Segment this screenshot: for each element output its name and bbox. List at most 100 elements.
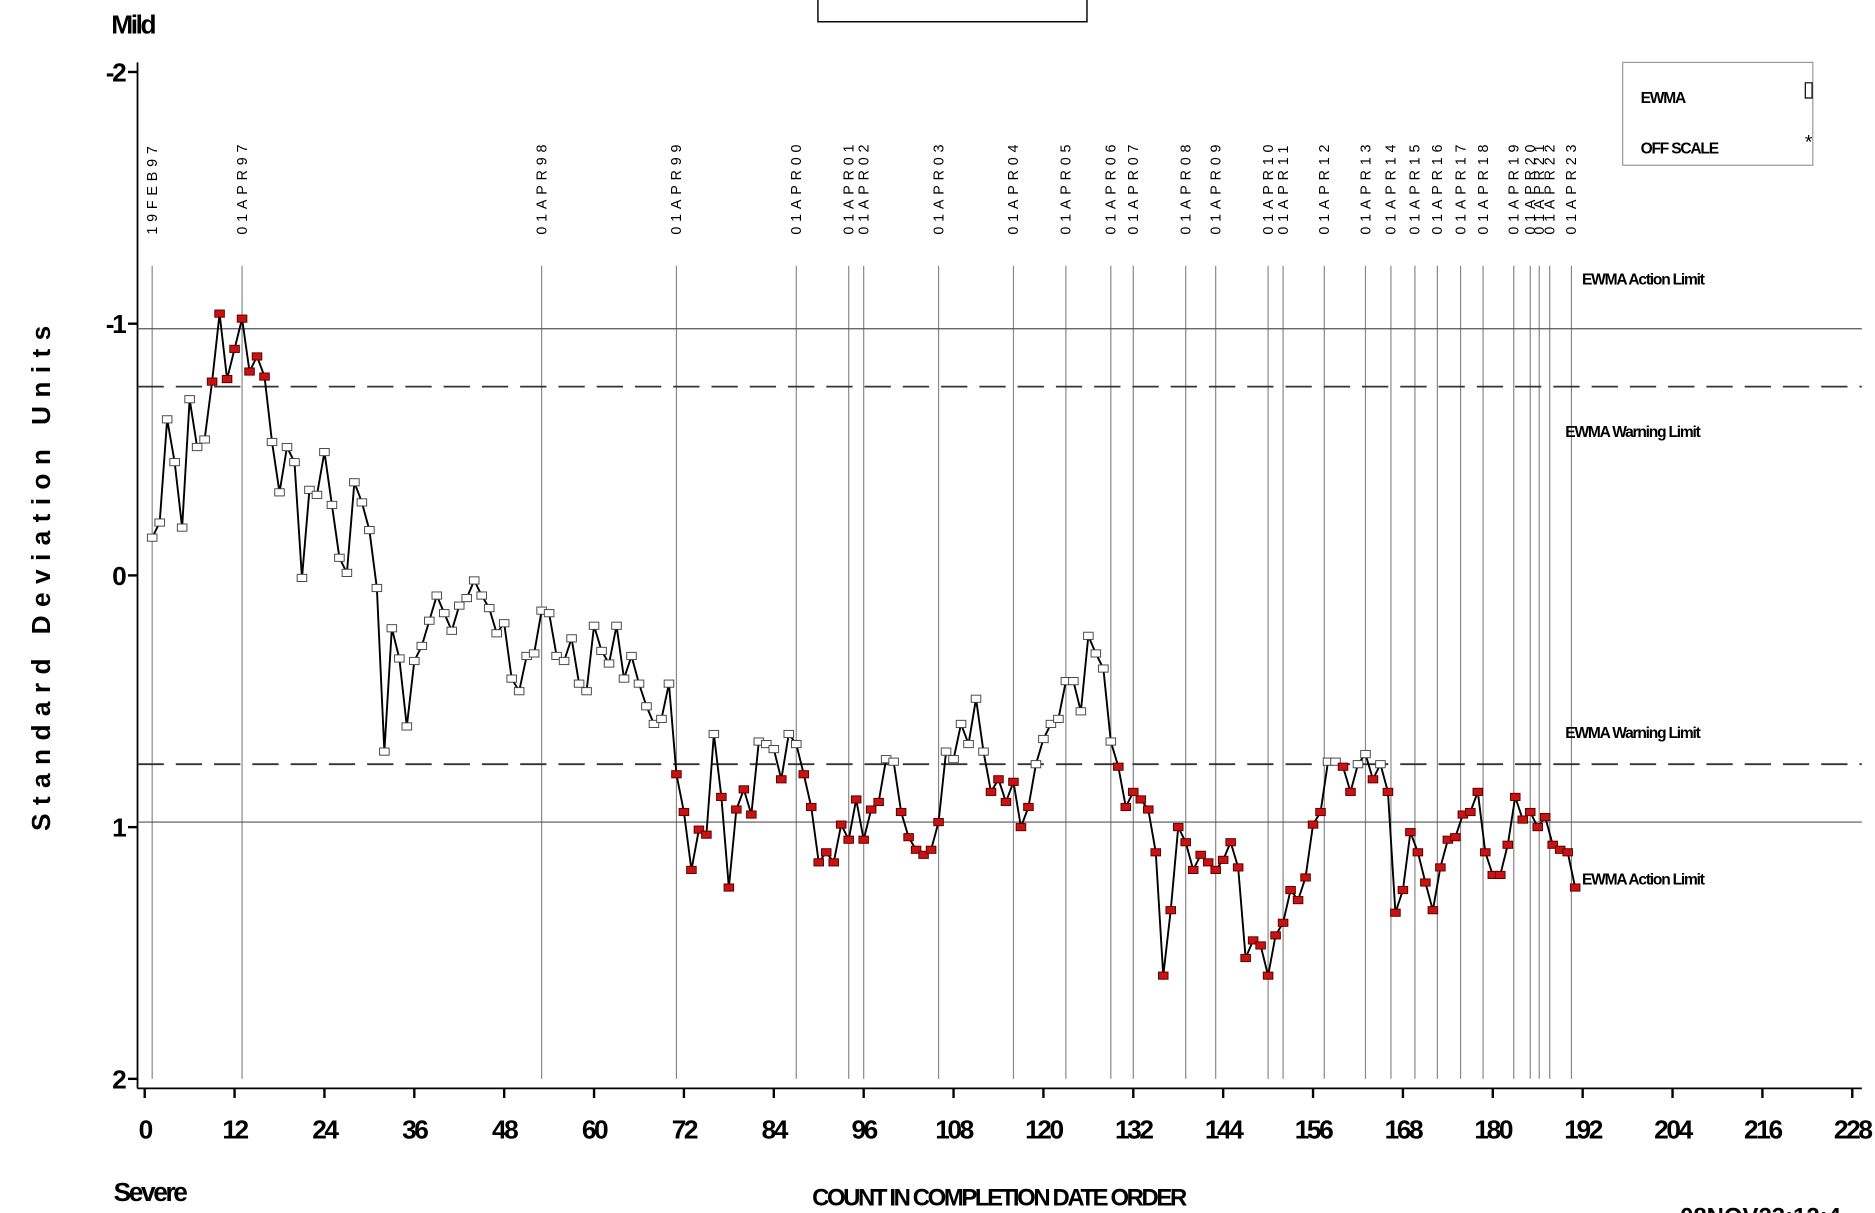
ewma-point (1509, 792, 1521, 801)
x-tick-label: 156 (1295, 1115, 1333, 1145)
ewma-point (671, 770, 682, 779)
ewma-point (1472, 787, 1484, 796)
ewma-point (491, 629, 502, 638)
ewma-point (251, 352, 263, 361)
ewma-point (1360, 750, 1371, 759)
ewma-point (768, 745, 780, 754)
x-tick-label: 192 (1564, 1115, 1602, 1145)
ewma-point (558, 656, 570, 666)
ewma-point (618, 674, 630, 683)
ewma-point (528, 649, 540, 658)
ewma-point (386, 624, 398, 633)
ewma-point (925, 845, 937, 854)
ewma-point (1502, 840, 1514, 849)
ewma-point (835, 820, 847, 829)
ewma-point (259, 372, 270, 381)
reference-label: 01APR08 (1179, 140, 1195, 235)
ewma-point (1480, 848, 1491, 857)
ewma-point (1345, 787, 1356, 796)
ewma-point (588, 621, 600, 630)
ewma-point (566, 634, 577, 643)
ewma-point (356, 498, 368, 507)
ewma-point (581, 687, 592, 696)
ewma-point (1382, 787, 1394, 796)
ewma-point (1277, 918, 1289, 927)
ewma-point (416, 641, 428, 650)
y-tick-label: -1 (106, 309, 126, 339)
ewma-point (798, 770, 810, 779)
ewma-point (476, 591, 487, 600)
ewma-point (1217, 855, 1229, 864)
ewma-point (1450, 833, 1461, 842)
ewma-point (1038, 734, 1049, 744)
ewma-point (498, 619, 510, 628)
ewma-point (221, 375, 233, 384)
y-axis-label: Standard Deviation Units (26, 317, 56, 831)
reference-label: 01APR13 (1358, 140, 1374, 235)
reference-label: 01APR16 (1430, 140, 1446, 235)
ewma-point (1270, 931, 1281, 940)
reference-label: 01APR00 (789, 140, 805, 235)
ewma-point (596, 646, 607, 655)
ewma-point (1435, 863, 1446, 872)
ewma-point (1405, 828, 1416, 837)
ewma-point (1045, 719, 1057, 728)
ewma-point (1157, 971, 1169, 980)
ewma-point (1352, 760, 1364, 769)
ewma-point (858, 835, 869, 844)
ewma-point (424, 616, 435, 625)
ewma-point (191, 442, 203, 452)
ewma-point (364, 526, 375, 535)
legend-symbol: ▯ (1803, 77, 1814, 101)
y-tick-label: 2 (112, 1064, 126, 1094)
x-tick-label: 168 (1385, 1115, 1423, 1145)
ewma-point (716, 792, 727, 801)
ewma-point (1075, 707, 1087, 716)
ewma-point (1015, 823, 1027, 832)
ewma-point (993, 775, 1004, 784)
ewma-point (1120, 802, 1132, 812)
ewma-point (184, 395, 195, 404)
ewma-point (154, 518, 165, 527)
ewma-point (1240, 953, 1251, 963)
ewma-point (236, 314, 248, 323)
ewma-point (1337, 762, 1349, 771)
ewma-point (296, 573, 308, 582)
ewma-point (289, 458, 300, 467)
ewma-point (865, 805, 877, 814)
ewma-point (326, 500, 338, 509)
ewma-point (985, 787, 997, 796)
ewma-point (1412, 848, 1424, 857)
reference-label: 01APR98 (534, 140, 550, 235)
ewma-point (611, 621, 622, 630)
legend-symbol: * (1805, 133, 1813, 154)
ewma-point (776, 775, 787, 784)
x-tick-label: 48 (492, 1115, 518, 1145)
ewma-point (1098, 664, 1109, 673)
ewma-point (1232, 863, 1244, 872)
ewma-point (1547, 840, 1558, 849)
ewma-point (820, 848, 832, 857)
legend-box (1622, 61, 1814, 166)
ewma-point (206, 377, 218, 386)
ewma-point (169, 458, 180, 467)
ewma-point (933, 818, 944, 827)
timestamp: 08NOV23:12:4 (1680, 1204, 1841, 1213)
ewma-point (1524, 807, 1536, 817)
ewma-point (1307, 820, 1319, 829)
ewma-point (731, 805, 742, 814)
ewma-point (723, 883, 735, 892)
x-tick-label: 72 (672, 1115, 698, 1145)
ewma-point (349, 478, 360, 487)
ewma-point (1330, 757, 1341, 766)
reference-label: 01APR99 (669, 140, 685, 235)
ewma-point (955, 719, 967, 728)
ewma-point (1165, 906, 1177, 915)
ewma-point (468, 576, 480, 585)
ewma-point (461, 593, 472, 603)
ewma-point (656, 714, 667, 723)
ewma-point (1210, 865, 1221, 874)
ewma-point (304, 485, 315, 494)
x-tick-label: 36 (402, 1115, 428, 1145)
x-tick-label: 228 (1834, 1115, 1872, 1145)
